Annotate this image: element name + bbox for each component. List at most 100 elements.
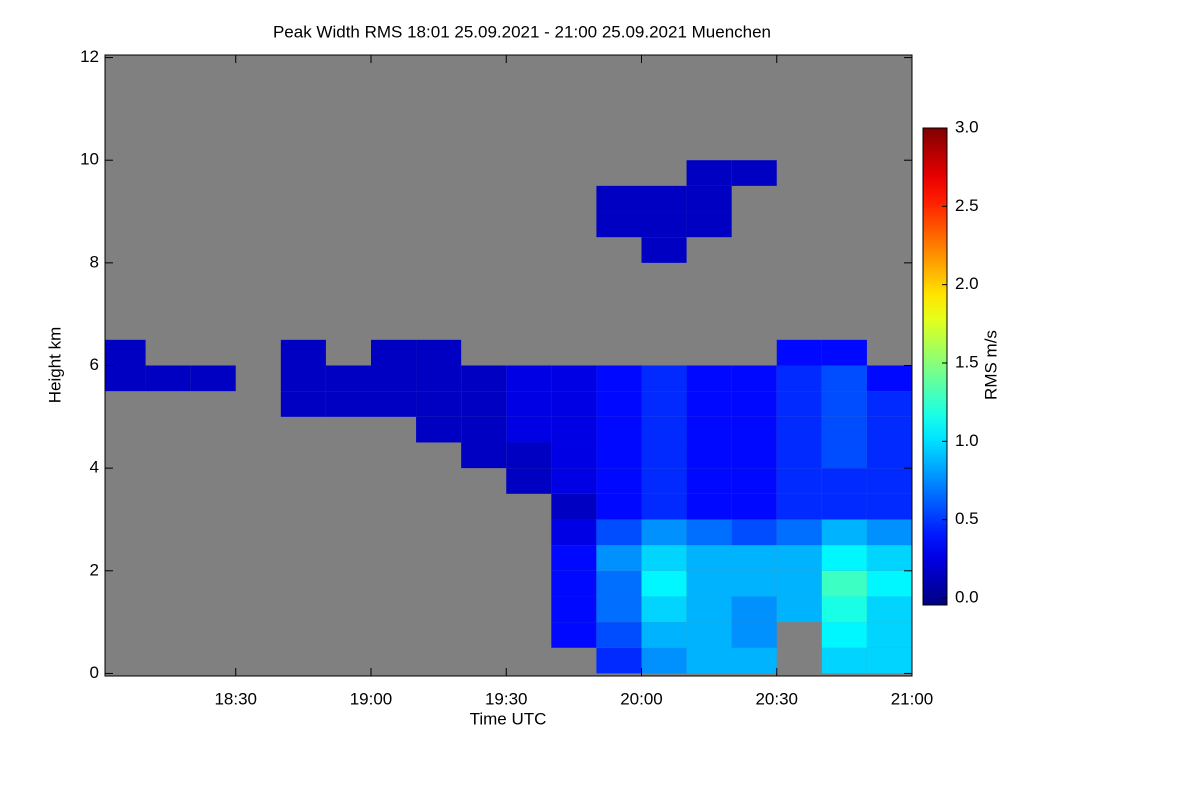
heat-cell: [866, 647, 912, 674]
heat-cell: [776, 519, 822, 546]
heat-cell: [821, 416, 867, 443]
heat-cell: [731, 545, 777, 571]
heat-cell: [596, 545, 642, 571]
heat-cell: [506, 468, 552, 494]
colorbar-label: RMS m/s: [981, 330, 1000, 400]
heat-cell: [370, 391, 417, 417]
heat-cell: [686, 570, 732, 597]
heat-cell: [731, 160, 777, 186]
heat-cell: [551, 416, 597, 443]
heat-cell: [596, 647, 642, 674]
heat-cell: [370, 339, 417, 366]
heat-cell: [776, 391, 822, 417]
heat-cell: [866, 545, 912, 571]
heat-cell: [551, 493, 597, 520]
heat-cell: [866, 391, 912, 417]
heat-cell: [280, 365, 326, 392]
heat-cell: [686, 493, 732, 520]
y-axis-label: Height km: [45, 327, 64, 404]
heat-cell: [731, 391, 777, 417]
heat-cell: [821, 391, 867, 417]
colorbar-tick-label: 3.0: [955, 117, 979, 136]
heat-cell: [641, 185, 687, 212]
y-tick-label: 12: [80, 47, 99, 66]
heat-cell: [731, 493, 777, 520]
heat-cell: [641, 416, 687, 443]
y-tick-label: 4: [90, 458, 99, 477]
heat-cell: [686, 596, 732, 623]
heat-cell: [776, 468, 822, 494]
heat-cell: [551, 519, 597, 546]
heat-cell: [551, 442, 597, 469]
x-axis-label: Time UTC: [470, 709, 547, 728]
heat-cell: [686, 365, 732, 392]
heat-cell: [641, 596, 687, 623]
heat-cell: [641, 391, 687, 417]
colorbar-tick-label: 1.0: [955, 431, 979, 450]
heat-cell: [596, 185, 642, 212]
heat-cell: [866, 416, 912, 443]
heat-cell: [461, 442, 507, 469]
heat-cell: [416, 416, 462, 443]
heat-cell: [641, 365, 687, 392]
heat-cell: [596, 596, 642, 623]
heat-cell: [596, 391, 642, 417]
colorbar-tick-label: 1.5: [955, 352, 979, 371]
heat-cell: [776, 596, 822, 623]
x-tick-label: 21:00: [891, 689, 934, 708]
heat-cell: [821, 442, 867, 469]
heat-cell: [551, 365, 597, 392]
y-tick-label: 8: [90, 252, 99, 271]
heat-cell: [105, 365, 146, 392]
heat-cell: [641, 211, 687, 238]
heat-cell: [641, 519, 687, 546]
heat-cell: [731, 442, 777, 469]
heat-cell: [280, 391, 326, 417]
heat-cell: [821, 647, 867, 674]
heat-cell: [641, 622, 687, 648]
heat-cell: [866, 365, 912, 392]
heat-cell: [731, 468, 777, 494]
heat-cell: [821, 622, 867, 648]
heat-cell: [821, 365, 867, 392]
heat-cell: [866, 468, 912, 494]
heat-cell: [506, 416, 552, 443]
heat-cell: [821, 519, 867, 546]
heat-cell: [731, 570, 777, 597]
heat-cell: [686, 468, 732, 494]
heat-cell: [641, 442, 687, 469]
heat-cell: [596, 211, 642, 238]
heat-cell: [686, 416, 732, 443]
heat-cell: [551, 391, 597, 417]
heat-cell: [731, 647, 777, 674]
heat-cell: [551, 570, 597, 597]
heat-cell: [641, 570, 687, 597]
heat-cell: [461, 365, 507, 392]
heat-cell: [596, 622, 642, 648]
heat-cell: [551, 545, 597, 571]
y-tick-label: 10: [80, 150, 99, 169]
x-tick-label: 19:30: [485, 689, 528, 708]
heat-cell: [776, 545, 822, 571]
heat-cell: [416, 339, 462, 366]
y-tick-label: 2: [90, 560, 99, 579]
x-tick-label: 18:30: [214, 689, 257, 708]
heat-cell: [731, 596, 777, 623]
heat-cell: [776, 570, 822, 597]
heat-cell: [461, 391, 507, 417]
heat-cell: [551, 622, 597, 648]
y-tick-label: 6: [90, 355, 99, 374]
heat-cell: [821, 570, 867, 597]
heat-cell: [731, 622, 777, 648]
heat-cell: [641, 545, 687, 571]
y-tick-label: 0: [90, 663, 99, 682]
heat-cell: [821, 493, 867, 520]
colorbar-tick-label: 2.0: [955, 274, 979, 293]
colorbar-tick-label: 2.5: [955, 196, 979, 215]
heat-cell: [325, 391, 371, 417]
heat-cell: [776, 493, 822, 520]
heat-cell: [506, 391, 552, 417]
heat-cell: [551, 596, 597, 623]
colorbar-tick-label: 0.5: [955, 509, 979, 528]
heat-cell: [686, 160, 732, 186]
